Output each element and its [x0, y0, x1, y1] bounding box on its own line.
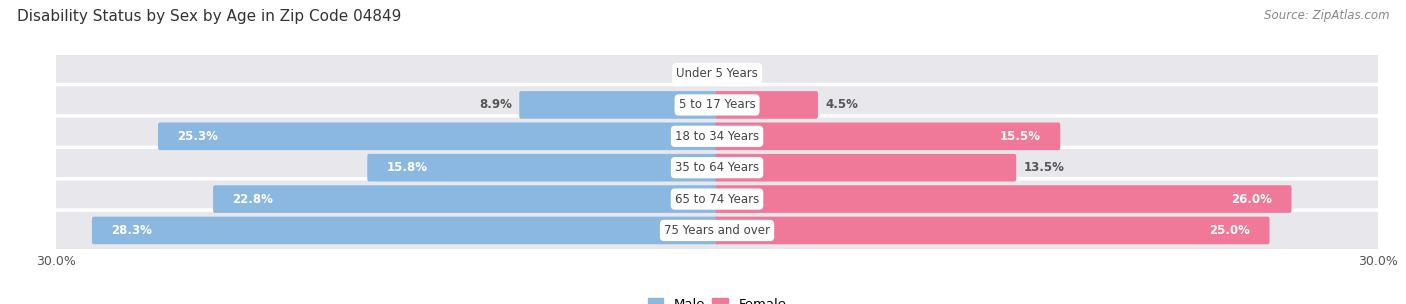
- Text: 15.8%: 15.8%: [387, 161, 427, 174]
- Legend: Male, Female: Male, Female: [643, 293, 792, 304]
- Text: 18 to 34 Years: 18 to 34 Years: [675, 130, 759, 143]
- FancyBboxPatch shape: [49, 85, 1385, 125]
- FancyBboxPatch shape: [49, 210, 1385, 251]
- FancyBboxPatch shape: [91, 217, 718, 244]
- Text: 26.0%: 26.0%: [1232, 192, 1272, 206]
- FancyBboxPatch shape: [157, 123, 718, 150]
- Text: 8.9%: 8.9%: [479, 98, 512, 112]
- Text: Source: ZipAtlas.com: Source: ZipAtlas.com: [1264, 9, 1389, 22]
- Text: 0.0%: 0.0%: [728, 67, 761, 80]
- Text: 22.8%: 22.8%: [232, 192, 273, 206]
- Text: 28.3%: 28.3%: [111, 224, 152, 237]
- Text: 0.0%: 0.0%: [673, 67, 706, 80]
- FancyBboxPatch shape: [49, 147, 1385, 188]
- FancyBboxPatch shape: [49, 179, 1385, 219]
- FancyBboxPatch shape: [716, 154, 1017, 181]
- Text: 25.0%: 25.0%: [1209, 224, 1250, 237]
- Text: 13.5%: 13.5%: [1024, 161, 1064, 174]
- Text: 65 to 74 Years: 65 to 74 Years: [675, 192, 759, 206]
- FancyBboxPatch shape: [716, 91, 818, 119]
- FancyBboxPatch shape: [716, 217, 1270, 244]
- Text: Disability Status by Sex by Age in Zip Code 04849: Disability Status by Sex by Age in Zip C…: [17, 9, 401, 24]
- FancyBboxPatch shape: [214, 185, 718, 213]
- Text: 15.5%: 15.5%: [1000, 130, 1040, 143]
- Text: Under 5 Years: Under 5 Years: [676, 67, 758, 80]
- Text: 35 to 64 Years: 35 to 64 Years: [675, 161, 759, 174]
- Text: 4.5%: 4.5%: [825, 98, 858, 112]
- FancyBboxPatch shape: [49, 53, 1385, 94]
- Text: 75 Years and over: 75 Years and over: [664, 224, 770, 237]
- FancyBboxPatch shape: [519, 91, 718, 119]
- Text: 5 to 17 Years: 5 to 17 Years: [679, 98, 755, 112]
- Text: 25.3%: 25.3%: [177, 130, 218, 143]
- FancyBboxPatch shape: [716, 185, 1292, 213]
- FancyBboxPatch shape: [716, 123, 1060, 150]
- FancyBboxPatch shape: [49, 116, 1385, 157]
- FancyBboxPatch shape: [367, 154, 718, 181]
